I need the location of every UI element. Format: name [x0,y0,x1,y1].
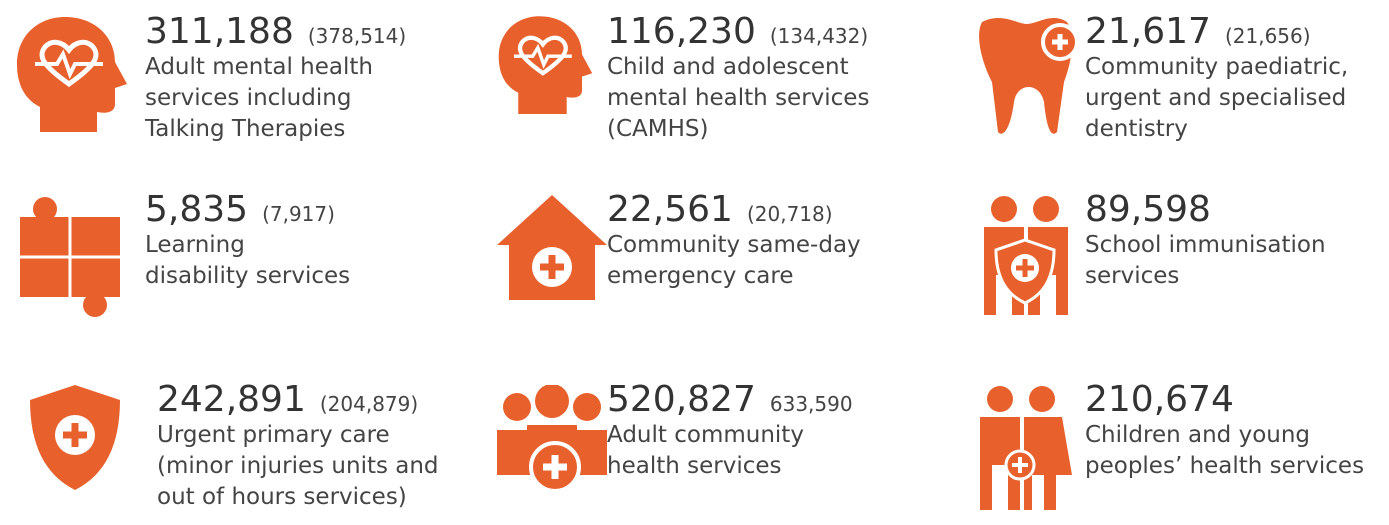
stat-number: 89,598 [1085,189,1211,230]
description-line: Adult community [607,422,804,448]
description-line: emergency care [607,263,794,289]
icon [978,385,1074,512]
previous-number: (378,514) [307,24,407,48]
description-line: Learning [145,232,245,258]
stat: 22,561 (20,718) Community same-day emergenc… [607,190,861,292]
description-line: services [1085,263,1180,289]
stat-head: 520,827 633,590 [607,380,853,420]
previous-number: (20,718) [746,202,833,226]
stat-head: 21,617 (21,656) [1085,12,1348,52]
previous-number: (204,879) [319,392,419,416]
description-line: dentistry [1085,116,1188,142]
stat-head: 89,598 [1085,190,1326,230]
description-line: Community paediatric, [1085,54,1349,80]
stat-head: 210,674 [1085,380,1364,420]
stat: 520,827 633,590 Adult community health serv… [607,380,853,482]
icon [972,195,1097,325]
description-line: Urgent primary care [157,422,390,448]
previous-number: 633,590 [769,392,853,416]
description-line: (minor injuries units and [157,453,439,479]
icon [15,12,140,142]
stat-number: 311,188 [145,11,294,52]
icon [497,385,622,515]
description-line: Community same-day [607,232,861,258]
description-line: mental health services [607,85,870,111]
description-line: services including [145,85,352,111]
stat-head: 311,188 (378,514) [145,12,406,52]
description-line: urgent and specialised [1085,85,1347,111]
icon [972,12,1097,142]
description-line: Talking Therapies [145,116,346,142]
stat-head: 116,230 (134,432) [607,12,869,52]
stat-number: 21,617 [1085,11,1211,52]
stat: 21,617 (21,656) Community paediatric, urgen… [1085,12,1348,145]
description-line: out of hours services) [157,484,407,510]
stat-number: 22,561 [607,189,733,230]
stat-number: 520,827 [607,379,756,420]
stat-number: 242,891 [157,379,306,420]
stat: 242,891 (204,879) Urgent primary care (mino… [157,380,439,513]
description-line: disability services [145,263,351,289]
description-line: School immunisation [1085,232,1326,258]
stat: 89,598 School immunisation services [1085,190,1326,292]
icon [18,195,122,319]
stat: 5,835 (7,917) Learning disability services [145,190,350,292]
stat: 210,674 Children and young peoples’ health… [1085,380,1364,482]
previous-number: (21,656) [1224,24,1311,48]
icon [497,12,622,142]
previous-number: (134,432) [769,24,869,48]
description-line: (CAMHS) [607,116,709,142]
stat: 311,188 (378,514) Adult mental health servi… [145,12,406,145]
stat-number: 5,835 [145,189,249,230]
stat-head: 242,891 (204,879) [157,380,439,420]
icon [497,195,622,325]
previous-number: (7,917) [262,202,335,226]
description-line: peoples’ health services [1085,453,1365,479]
description-line: health services [607,453,782,479]
stat-head: 5,835 (7,917) [145,190,350,230]
stat: 116,230 (134,432) Child and adolescent ment… [607,12,869,145]
stat-head: 22,561 (20,718) [607,190,861,230]
description-line: Children and young [1085,422,1311,448]
description-line: Adult mental health [145,54,373,80]
icon [30,385,155,515]
stat-number: 116,230 [607,11,756,52]
description-line: Child and adolescent [607,54,849,80]
stat-number: 210,674 [1085,379,1234,420]
